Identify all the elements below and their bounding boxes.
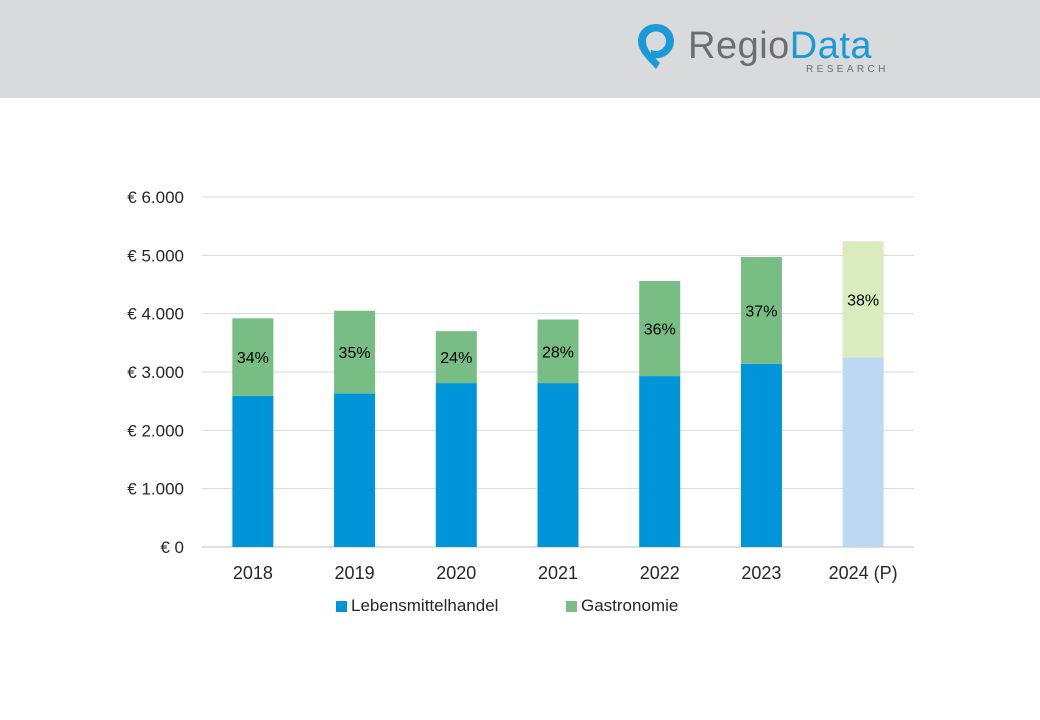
legend-label-gastronomie: Gastronomie xyxy=(581,596,678,615)
bar-gastronomie xyxy=(842,241,884,358)
bar-gastronomie xyxy=(232,318,274,396)
x-tick-label: 2019 xyxy=(335,563,375,583)
legend-label-lebensmittelhandel: Lebensmittelhandel xyxy=(351,596,498,615)
bar-gastronomie xyxy=(435,331,477,384)
bar-lebensmittelhandel xyxy=(232,395,274,547)
y-tick-label: € 3.000 xyxy=(127,363,184,382)
y-tick-label: € 6.000 xyxy=(127,188,184,207)
data-label: 38% xyxy=(847,292,879,309)
data-label: 36% xyxy=(644,322,676,339)
logo-word-data: Data xyxy=(789,25,873,67)
bar-lebensmittelhandel xyxy=(537,383,579,547)
regiodata-logo[interactable]: RegioData RESEARCH xyxy=(636,22,906,78)
data-label: 24% xyxy=(440,350,472,367)
map-pin-icon xyxy=(638,24,674,69)
y-tick-label: € 4.000 xyxy=(127,305,184,324)
header-bar: RegioData RESEARCH xyxy=(0,0,1040,98)
data-label: 34% xyxy=(237,350,269,367)
data-label: 35% xyxy=(339,345,371,362)
y-tick-label: € 0 xyxy=(160,538,184,557)
bar-lebensmittelhandel xyxy=(435,383,477,547)
data-label: 28% xyxy=(542,344,574,361)
y-tick-label: € 1.000 xyxy=(127,480,184,499)
logo-tagline: RESEARCH xyxy=(806,64,889,75)
legend-swatch-lebensmittelhandel xyxy=(336,601,347,612)
bar-lebensmittelhandel xyxy=(639,376,681,547)
bar-lebensmittelhandel xyxy=(842,357,884,547)
x-tick-label: 2022 xyxy=(640,563,680,583)
logo-wordmark: RegioData xyxy=(688,22,872,70)
x-tick-label: 2018 xyxy=(233,563,273,583)
y-tick-label: € 5.000 xyxy=(127,246,184,265)
stacked-bar-chart: € 0 € 1.000 € 2.000 € 3.000 € 4.000 € 5.000 € … xyxy=(0,98,1040,638)
x-tick-label: 2024 (P) xyxy=(829,563,898,583)
chart-canvas: € 0 € 1.000 € 2.000 € 3.000 € 4.000 € 5.000 € … xyxy=(127,188,914,615)
x-tick-label: 2021 xyxy=(538,563,578,583)
x-tick-label: 2020 xyxy=(436,563,476,583)
y-tick-label: € 2.000 xyxy=(127,421,184,440)
x-tick-label: 2023 xyxy=(741,563,781,583)
bar-lebensmittelhandel xyxy=(740,363,782,547)
data-label: 37% xyxy=(745,303,777,320)
bar-gastronomie xyxy=(537,319,579,384)
bar-gastronomie xyxy=(740,257,782,364)
logo-word-regio: Regio xyxy=(688,25,790,67)
bar-lebensmittelhandel xyxy=(334,393,376,547)
legend-swatch-gastronomie xyxy=(566,601,577,612)
bar-gastronomie xyxy=(334,310,376,394)
bar-gastronomie xyxy=(639,281,681,377)
